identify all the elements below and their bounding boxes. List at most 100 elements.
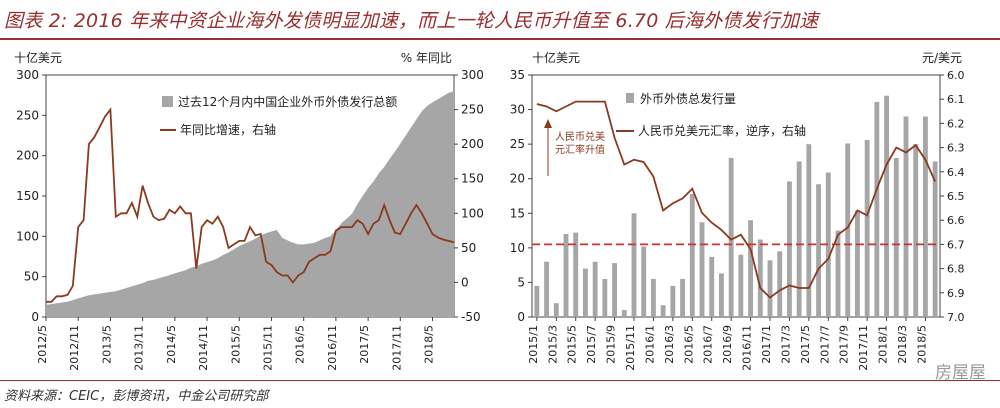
bar-monthly-issuance: [767, 260, 773, 317]
bar-monthly-issuance: [825, 172, 831, 317]
right-y-tick-label: 6.6: [947, 214, 965, 227]
left-y-tick-label: 25: [510, 137, 525, 151]
bar-monthly-issuance: [913, 144, 919, 317]
bar-monthly-issuance: [855, 210, 860, 317]
bar-monthly-issuance: [534, 285, 540, 317]
x-tick-label: 2013/11: [133, 325, 146, 371]
right-axis-unit: % 年同比: [401, 51, 452, 65]
left-y-tick-label: 0: [31, 310, 39, 324]
right-y-tick-label: 50: [461, 241, 476, 255]
bar-monthly-issuance: [641, 246, 647, 317]
right-y-tick-label: 6.7: [947, 238, 965, 251]
bar-monthly-issuance: [845, 143, 851, 317]
right-y-tick-label: 250: [461, 103, 484, 117]
x-tick-label: 2016/1: [643, 325, 656, 364]
left-y-tick-label: 5: [517, 275, 525, 289]
left-y-tick-label: 15: [510, 206, 525, 220]
bar-monthly-issuance: [544, 261, 549, 317]
right-y-tick-label: 6.0: [947, 69, 965, 82]
source-note: 资料来源：CEIC，彭博资讯，中金公司研究部: [4, 389, 269, 404]
legend-label-area: 过去12个月内中国企业外币外债发行总额: [178, 94, 397, 109]
right-y-tick-label: 0: [461, 275, 469, 289]
x-tick-label: 2016/7: [702, 325, 715, 364]
left-axis-unit: 十亿美元: [532, 50, 580, 65]
x-tick-label: 2018/3: [896, 325, 909, 364]
x-tick-label: 2015/3: [546, 325, 559, 364]
x-tick-label: 2015/1: [527, 325, 540, 364]
bar-monthly-issuance: [573, 232, 579, 317]
x-tick-label: 2014/5: [165, 325, 178, 364]
x-tick-label: 2017/5: [799, 325, 812, 364]
annotation-text-line2: 元汇率升值: [555, 143, 605, 156]
bar-monthly-issuance: [612, 263, 617, 317]
bar-monthly-issuance: [777, 251, 783, 317]
left-y-tick-label: 250: [16, 108, 39, 122]
x-tick-label: 2016/5: [682, 325, 695, 364]
right-y-tick-label: 6.4: [947, 166, 965, 179]
series-line-usdcny-inverted: [536, 100, 936, 299]
bar-monthly-issuance: [757, 239, 763, 317]
x-tick-label: 2015/5: [566, 325, 579, 364]
chart-overseas-debt-issuance-total: 050100150200250300-500501001502002503002…: [14, 50, 965, 371]
series-line-yoy-growth: [46, 107, 455, 303]
watermark: 房屋屋: [935, 363, 986, 383]
x-tick-label: 2013/5: [100, 325, 113, 364]
page-title: 图表 2: 2016 年来中资企业海外发债明显加速，而上一轮人民币升值至 6.7…: [4, 10, 819, 32]
footer-divider: [0, 380, 1000, 381]
legend-swatch-area: [162, 96, 173, 107]
right-y-tick-label: 300: [461, 68, 484, 82]
x-tick-label: 2017/1: [760, 325, 773, 364]
bar-monthly-issuance: [602, 278, 608, 317]
bar-monthly-issuance: [553, 303, 559, 317]
x-tick-label: 2017/7: [818, 325, 831, 364]
right-y-tick-label: 150: [461, 172, 484, 186]
bar-monthly-issuance: [874, 101, 880, 317]
annotation-arrow-head: [544, 119, 552, 128]
right-y-tick-label: 200: [461, 137, 484, 151]
title-divider: [0, 38, 1000, 40]
x-tick-label: 2015/11: [261, 325, 274, 371]
left-y-tick-label: 0: [517, 310, 525, 324]
legend-label-bar: 外币外债总发行量: [640, 91, 736, 106]
x-tick-label: 2016/9: [721, 325, 734, 364]
x-tick-label: 2018/5: [423, 325, 436, 364]
legend-label-line: 人民币兑美元汇率，逆序，右轴: [638, 123, 806, 138]
bar-monthly-issuance: [651, 278, 656, 317]
left-y-tick-label: 200: [16, 149, 39, 163]
bar-monthly-issuance: [709, 256, 715, 317]
x-tick-label: 2018/1: [877, 325, 890, 364]
x-tick-label: 2015/11: [624, 325, 637, 371]
series-area-issuance-total: [46, 91, 454, 317]
x-tick-label: 2016/11: [326, 325, 339, 371]
annotation-text-line1: 人民币兑美: [555, 130, 605, 143]
x-tick-label: 2017/5: [358, 325, 371, 364]
right-y-tick-label: -50: [461, 310, 481, 324]
bar-monthly-issuance: [923, 116, 928, 317]
x-tick-label: 2016/3: [663, 325, 676, 364]
bar-monthly-issuance: [884, 95, 889, 317]
bar-monthly-issuance: [932, 161, 938, 317]
x-tick-label: 2015/5: [229, 325, 242, 364]
bar-monthly-issuance: [621, 310, 627, 317]
left-y-tick-label: 300: [16, 68, 39, 82]
x-tick-label: 2012/5: [36, 325, 49, 364]
bar-monthly-issuance: [787, 181, 792, 317]
x-tick-label: 2017/3: [779, 325, 792, 364]
bar-monthly-issuance: [816, 184, 821, 317]
legend-label-line: 年同比增速，右轴: [180, 122, 276, 137]
right-y-tick-label: 7.0: [947, 311, 965, 324]
x-tick-label: 2015/9: [605, 325, 618, 364]
right-y-tick-label: 6.8: [947, 263, 965, 276]
bar-monthly-issuance: [728, 157, 734, 317]
bar-monthly-issuance: [592, 261, 598, 317]
left-y-tick-label: 10: [510, 241, 525, 255]
bar-monthly-issuance: [903, 116, 909, 317]
left-y-tick-label: 35: [510, 68, 525, 82]
x-tick-label: 2017/11: [857, 325, 870, 371]
right-y-tick-label: 6.9: [947, 287, 965, 300]
bar-monthly-issuance: [796, 161, 802, 317]
bar-monthly-issuance: [631, 213, 637, 317]
x-tick-label: 2012/11: [68, 325, 81, 371]
bar-monthly-issuance: [670, 285, 676, 317]
right-y-tick-label: 6.3: [947, 142, 965, 155]
